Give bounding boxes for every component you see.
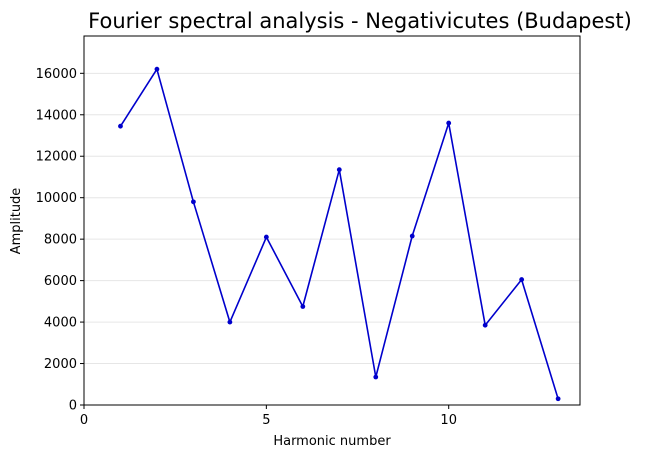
data-point (555, 396, 561, 402)
y-tick-label: 14000 (36, 108, 77, 123)
y-tick-label: 6000 (44, 274, 77, 289)
y-tick-label: 4000 (44, 316, 77, 331)
y-tick-label: 2000 (44, 357, 77, 372)
x-tick-label: 5 (262, 413, 270, 428)
chart-title: Fourier spectral analysis - Negativicute… (88, 9, 632, 33)
data-point (300, 304, 306, 309)
data-point (118, 123, 123, 129)
data-point (519, 277, 525, 282)
data-point (336, 167, 342, 173)
y-tick-label: 8000 (44, 233, 77, 248)
x-axis-ticks: 0 5 10 (80, 405, 457, 428)
data-point (191, 199, 196, 205)
data-point (373, 374, 379, 380)
data-point (482, 322, 488, 328)
gridlines (84, 72, 580, 406)
plot-frame (83, 35, 581, 406)
y-tick-label: 16000 (36, 67, 77, 82)
data-point (446, 120, 452, 126)
data-point (154, 66, 160, 72)
plot-series (118, 66, 561, 402)
y-tick-label: 0 (69, 399, 77, 414)
y-axis-label: Amplitude (9, 188, 24, 255)
data-point (409, 233, 415, 239)
x-tick-label: 10 (440, 413, 457, 428)
y-axis-ticks: 0 2000 4000 6000 8000 10000 12000 14000 16000 (36, 67, 84, 414)
x-axis-label: Harmonic number (273, 434, 391, 449)
series-line (119, 68, 559, 400)
data-point (227, 319, 233, 325)
x-tick-label: 0 (80, 413, 88, 428)
y-tick-label: 12000 (36, 150, 77, 165)
y-tick-label: 10000 (36, 191, 77, 206)
data-point (263, 234, 269, 240)
